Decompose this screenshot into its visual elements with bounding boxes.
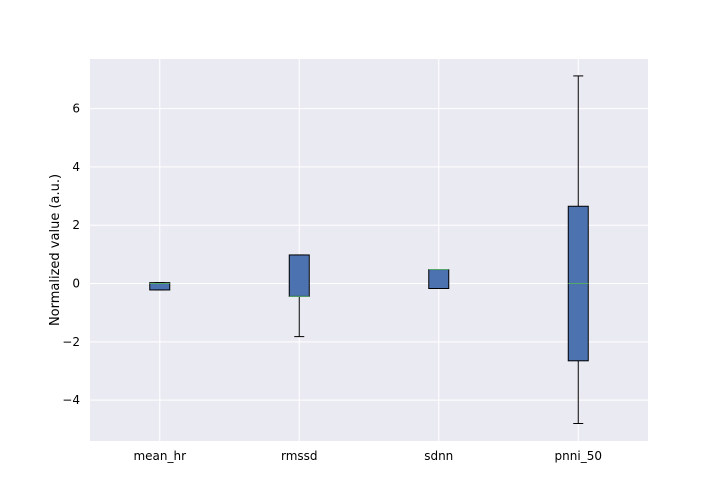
box-body — [149, 282, 171, 291]
box-mean_hr — [149, 282, 171, 291]
boxes-layer — [149, 75, 589, 425]
box-body — [288, 254, 310, 297]
y-tick-label: 6 — [72, 102, 80, 116]
x-tick-label: sdnn — [424, 449, 453, 463]
box-pnni_50 — [567, 75, 589, 425]
box-rmssd — [288, 254, 310, 338]
plot-background — [90, 59, 648, 441]
y-tick-label: 0 — [72, 277, 80, 291]
y-axis-label: Normalized value (a.u.) — [48, 174, 63, 326]
x-tick-label: rmssd — [281, 449, 318, 463]
y-tick-label: 4 — [72, 160, 80, 174]
y-tick-label: −4 — [62, 393, 80, 407]
y-tick-label: 2 — [72, 218, 80, 232]
box-sdnn — [428, 269, 450, 289]
y-tick-label: −2 — [62, 335, 80, 349]
tick-labels: −4 −2 0 2 4 6 mean_hr rmssd sdnn pnni_50 — [62, 102, 602, 463]
x-tick-label: pnni_50 — [555, 449, 602, 463]
x-tick-label: mean_hr — [133, 449, 186, 463]
box-body — [428, 269, 450, 289]
